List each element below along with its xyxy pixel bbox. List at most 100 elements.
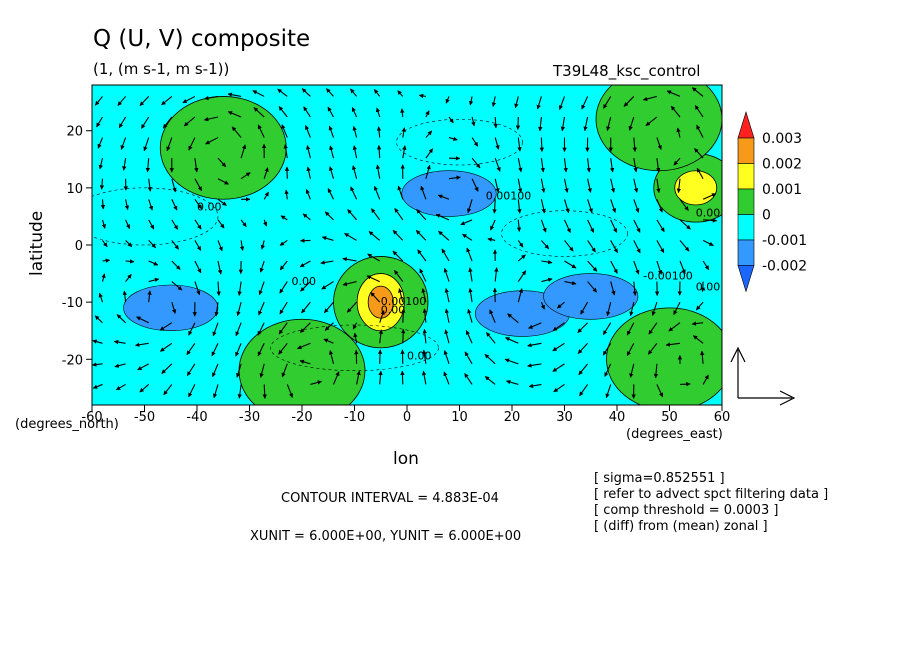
wind-vector — [212, 363, 219, 378]
wind-vector — [445, 96, 450, 104]
wind-vector — [327, 188, 334, 200]
x-tick-label: 50 — [661, 410, 678, 425]
wind-vector — [539, 137, 545, 152]
wind-vector — [97, 137, 104, 149]
wind-vector — [125, 274, 132, 282]
wind-vector — [517, 178, 523, 193]
wind-vector — [375, 107, 381, 118]
wind-vector — [171, 281, 183, 291]
x-tick-label: -40 — [186, 410, 207, 425]
wind-vector — [194, 260, 202, 274]
wind-vector — [194, 281, 201, 296]
wind-vector — [633, 178, 639, 193]
wind-vector — [375, 164, 381, 179]
colorbar-segment — [737, 137, 755, 164]
wind-vector — [166, 137, 173, 152]
wind-vector — [284, 189, 289, 200]
wind-vector — [420, 185, 427, 200]
wind-vector — [425, 148, 434, 159]
wind-vector — [540, 219, 547, 233]
contour-label-6: 0.00100 — [381, 295, 427, 308]
colorbar-bottom-arrow — [737, 265, 755, 293]
wind-vector — [422, 328, 427, 344]
note-filtering: [ refer to advect spct filtering data ] — [594, 487, 828, 502]
wind-vector — [694, 148, 704, 159]
wind-vector — [352, 145, 358, 159]
wind-vector — [159, 342, 173, 352]
wind-vector — [163, 384, 173, 396]
y-axis-label: latitude — [27, 211, 47, 276]
wind-vector — [143, 137, 150, 152]
wind-vector — [92, 362, 103, 367]
x-axis-label: lon — [393, 449, 419, 469]
wind-vector — [351, 107, 358, 118]
colorbar-label: 0 — [762, 208, 771, 224]
wind-vector — [415, 229, 427, 241]
wind-vector — [656, 384, 664, 398]
wind-vector — [171, 240, 180, 250]
wind-vector — [342, 257, 357, 262]
wind-vector — [666, 90, 681, 97]
wind-vector — [610, 219, 618, 233]
wind-vector — [425, 130, 433, 138]
positive-anomaly-1 — [653, 153, 722, 223]
x-tick-label: -50 — [134, 410, 155, 425]
wind-vector — [96, 116, 103, 128]
wind-vector — [148, 260, 159, 266]
wind-vector — [140, 116, 150, 129]
negative-anomaly-6 — [401, 170, 497, 217]
wind-vector — [581, 96, 589, 110]
negative-anomaly-7 — [123, 284, 219, 332]
wind-vector — [516, 219, 522, 232]
wind-vector — [563, 178, 569, 193]
wind-vector — [494, 137, 500, 150]
wind-vector — [564, 260, 577, 269]
wind-vector — [400, 108, 405, 118]
wind-vector — [122, 158, 127, 171]
contour-label-7: 0.00 — [696, 281, 721, 294]
dashed-contour-0 — [92, 187, 219, 246]
wind-vector — [397, 185, 404, 200]
wind-vector — [421, 370, 427, 385]
negative-anomaly-9 — [543, 273, 639, 320]
wind-vector — [310, 380, 322, 385]
y-tick-label: -10 — [62, 296, 83, 311]
wind-vector — [259, 260, 265, 273]
wind-vector — [702, 374, 709, 385]
wind-vector — [171, 219, 179, 230]
wind-vector — [300, 281, 311, 292]
wind-vector — [211, 343, 219, 357]
wind-vector — [124, 199, 130, 211]
wind-vector — [352, 322, 358, 330]
wind-vector — [552, 322, 565, 332]
wind-vector — [487, 237, 496, 242]
wind-vector — [99, 178, 105, 190]
wind-vector — [217, 157, 227, 168]
wind-vector — [604, 363, 612, 377]
wind-vector — [603, 96, 612, 109]
x-tick-label: -20 — [291, 410, 312, 425]
wind-vector — [691, 87, 704, 97]
dashed-contour-3 — [396, 118, 523, 166]
wind-vector — [679, 260, 686, 275]
wind-vector — [101, 273, 106, 282]
wind-vector — [633, 240, 641, 254]
y-tick-label: 10 — [66, 182, 83, 197]
contour-interval-text: CONTOUR INTERVAL = 4.883E-04 — [281, 491, 499, 506]
wind-vector — [194, 198, 203, 210]
contour-label-3: -0.00100 — [643, 269, 692, 282]
wind-vector — [299, 359, 311, 365]
wind-vector — [540, 178, 546, 193]
wind-vector — [231, 126, 242, 138]
positive-anomaly-0 — [333, 256, 429, 349]
wind-vector — [648, 322, 658, 335]
x-tick-label: 60 — [714, 410, 731, 425]
wind-vector — [145, 158, 151, 173]
wind-vector — [116, 314, 126, 324]
wind-vector — [540, 158, 545, 173]
wind-vector — [402, 145, 407, 159]
wind-vector — [332, 371, 340, 385]
wind-vector — [577, 342, 589, 354]
wind-vector — [556, 301, 565, 309]
wind-vector — [563, 199, 570, 214]
